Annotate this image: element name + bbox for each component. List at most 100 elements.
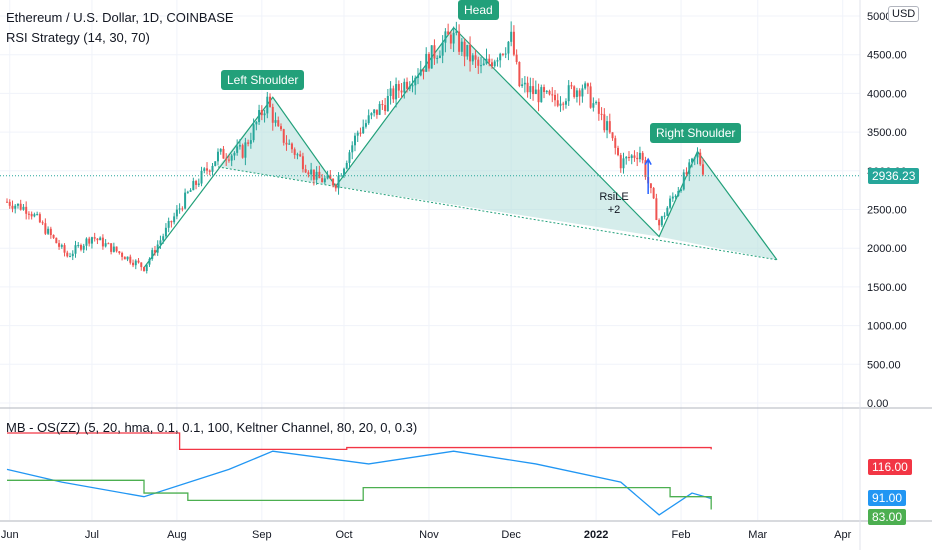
candle-body [606, 121, 609, 131]
candle-body [680, 189, 683, 191]
candle-body [460, 41, 463, 52]
candle-body [85, 238, 88, 246]
candle-body [189, 190, 192, 192]
y-tick-label: 500.00 [867, 359, 901, 371]
candle-body [419, 69, 422, 76]
indicator-green-tag: 83.00 [868, 509, 907, 525]
candle-body [666, 207, 669, 216]
candle-body [238, 145, 241, 147]
candle-body [148, 258, 151, 265]
indicator-red-tag: 116.00 [868, 459, 912, 475]
candle-body [614, 138, 617, 148]
candle-body [11, 205, 14, 209]
candle-body [691, 158, 693, 163]
candle-body [329, 174, 332, 179]
candle-body [96, 238, 99, 241]
candle-body [118, 251, 121, 253]
candle-body [406, 81, 409, 89]
candle-body [159, 240, 162, 245]
candle-body [482, 63, 485, 66]
candle-body [214, 161, 217, 166]
candle-body [247, 142, 250, 144]
candle-body [608, 121, 611, 133]
candle-body [414, 77, 417, 86]
candle-body [282, 129, 285, 143]
candle-body [186, 191, 189, 193]
candle-body [88, 238, 91, 244]
candle-body [153, 250, 156, 253]
candle-body [296, 154, 299, 156]
x-tick-label: Oct [335, 529, 352, 541]
right-shoulder-area [659, 151, 777, 260]
candle-body [41, 222, 44, 224]
candle-body [104, 243, 107, 247]
candle-body [584, 83, 587, 89]
candle-body [74, 245, 77, 254]
candle-body [578, 90, 581, 97]
candle-body [58, 243, 61, 247]
candle-body [701, 164, 704, 175]
candle-body [356, 132, 359, 136]
candle-body [77, 245, 80, 247]
candle-body [170, 220, 173, 223]
candle-body [233, 152, 236, 156]
candle-body [164, 227, 167, 237]
candle-body [129, 256, 132, 263]
candle-body [269, 96, 272, 107]
candle-body [526, 82, 529, 93]
candle-body [597, 101, 600, 114]
candle-body [655, 198, 658, 220]
y-tick-label: 3500.00 [867, 127, 907, 139]
candle-body [427, 53, 430, 69]
candle-body [255, 122, 258, 125]
candle-body [307, 172, 310, 175]
candle-body [110, 243, 113, 252]
candle-body [359, 132, 362, 134]
left-shoulder-area [217, 97, 336, 187]
candle-body [216, 151, 219, 162]
candle-body [592, 103, 595, 108]
candle-body [447, 31, 450, 35]
candle-body [660, 216, 663, 226]
candle-body [293, 149, 296, 155]
candle-body [348, 152, 351, 163]
y-tick-label: 2500.00 [867, 205, 907, 217]
candle-body [685, 172, 688, 175]
candle-body [258, 110, 261, 123]
candle-body [496, 60, 499, 62]
candle-body [548, 90, 551, 95]
candle-body [181, 208, 184, 210]
candle-body [321, 178, 324, 183]
candle-body [556, 100, 559, 106]
candle-body [162, 236, 165, 241]
candle-body [581, 88, 584, 97]
candle-body [323, 178, 326, 183]
candle-body [167, 220, 170, 228]
candle-body [82, 245, 85, 250]
candle-body [638, 152, 641, 160]
neckline [217, 166, 778, 261]
candle-body [452, 32, 455, 44]
x-tick-label: Jun [1, 529, 19, 541]
candle-body [562, 103, 565, 105]
candle-body [175, 209, 178, 217]
candle-body [384, 105, 387, 112]
candle-body [121, 252, 124, 257]
candle-body [485, 58, 488, 64]
indicator-lines [6, 432, 712, 516]
rsi-signal-label: RsiLE +2 [597, 191, 631, 217]
candle-body [696, 152, 699, 158]
candle-body [222, 148, 225, 159]
rsi-signal-qty: +2 [607, 204, 621, 216]
candle-body [197, 183, 200, 185]
currency-button[interactable]: USD [888, 6, 920, 22]
y-tick-label: 2000.00 [867, 243, 907, 255]
candle-body [543, 87, 546, 93]
candle-body [337, 175, 340, 189]
candle-body [378, 104, 381, 115]
candle-body [79, 245, 82, 250]
candle-body [315, 171, 318, 180]
candle-body [619, 155, 622, 169]
candle-body [663, 215, 666, 217]
candle-body [219, 148, 222, 152]
